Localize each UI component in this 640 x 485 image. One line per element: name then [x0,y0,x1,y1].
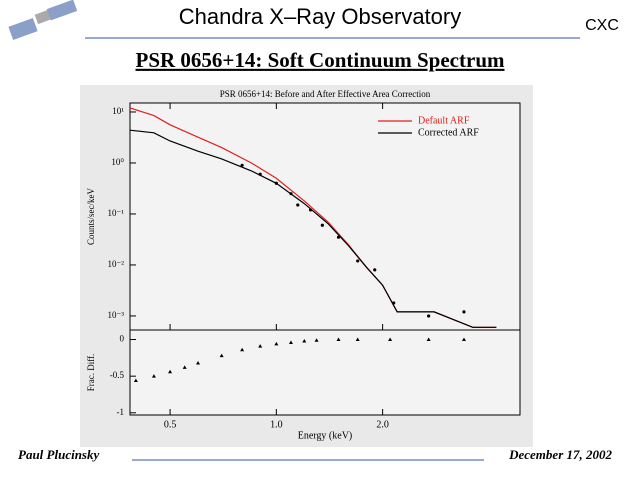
data-point [258,172,262,176]
data-point [258,344,263,348]
data-point [274,181,278,185]
author: Paul Plucinsky [18,447,99,462]
data-point [426,337,431,342]
plot-area [129,329,521,416]
data-point [462,310,466,314]
x-tick-label: 0.5 [164,419,177,430]
data-point [314,338,319,342]
slide-title: PSR 0656+14: Soft Continuum Spectrum [136,48,505,72]
y-tick-label: 10⁻² [108,259,125,269]
data-point [133,378,138,383]
legend-label: Default ARF [418,115,470,126]
data-point [308,208,313,212]
date: December 17, 2002 [508,447,612,462]
data-point [461,337,466,342]
data-point [302,338,307,343]
data-point [240,163,244,167]
data-point [196,360,201,365]
data-point [296,203,300,207]
data-point [320,223,324,227]
y-tick-label: -1 [117,407,125,417]
y-axis-label: Frac. Diff. [86,354,96,392]
data-point [240,347,245,352]
legend-label: Corrected ARF [418,127,479,138]
observatory: Chandra X–Ray Observatory [179,4,461,29]
data-point [151,374,156,378]
plot-area [129,102,521,331]
y-tick-label: 0 [120,334,125,344]
data-point [388,337,393,342]
x-tick-label: 1.0 [270,419,283,430]
data-point [289,192,293,196]
data-point [336,235,341,239]
data-point [427,314,431,318]
data-point [182,365,187,369]
data-point [336,337,341,342]
satellite-icon [8,0,78,41]
y-tick-label: 10⁰ [111,157,124,167]
data-point [168,369,173,374]
series-line [129,129,497,328]
data-point [219,353,224,358]
y-axis-label: Counts/sec/keV [86,188,96,245]
y-tick-label: -0.5 [110,370,125,380]
data-point [355,337,360,342]
x-tick-label: 2.0 [376,419,389,430]
y-tick-label: 10⁻³ [108,310,125,320]
data-point [392,301,396,305]
x-axis-label: Energy (keV) [298,430,353,441]
org: CXC [585,17,619,34]
data-point [274,341,279,346]
y-tick-label: 10⁻¹ [108,208,125,218]
data-point [288,340,293,344]
y-tick-label: 10¹ [112,106,124,116]
plot-title: PSR 0656+14: Before and After Effective … [220,89,431,99]
data-point [356,259,360,263]
data-point [373,268,377,272]
